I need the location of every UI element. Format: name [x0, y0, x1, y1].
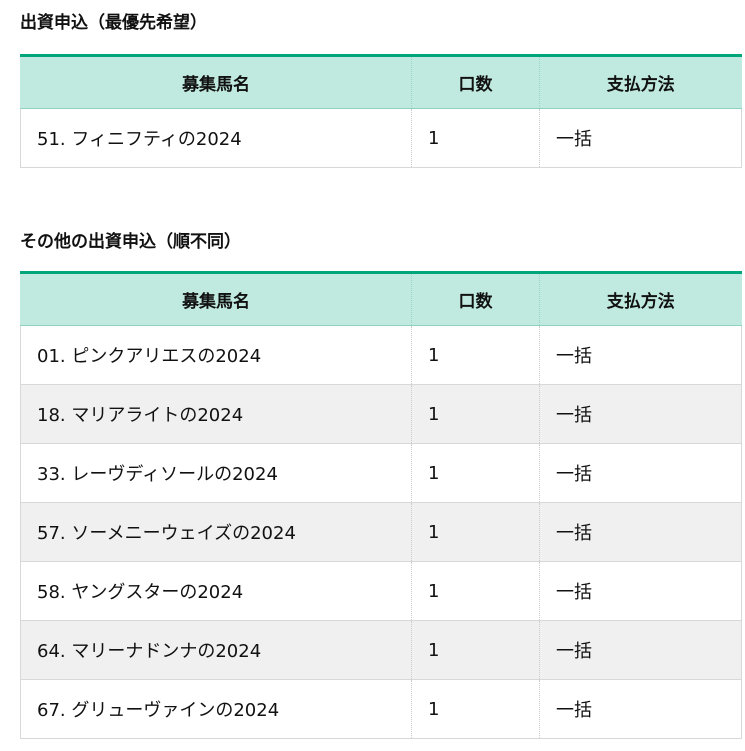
units: 1: [411, 502, 540, 562]
header-units: 口数: [411, 271, 540, 326]
header-units: 口数: [411, 54, 540, 109]
units: 1: [411, 620, 540, 680]
table-header-row: 募集馬名 口数 支払方法: [20, 271, 742, 326]
table-row: 58. ヤングスターの2024 1 一括: [20, 561, 742, 621]
units: 1: [411, 325, 540, 385]
payment-method: 一括: [539, 679, 742, 739]
horse-name: 18. マリアライトの2024: [20, 384, 412, 444]
horse-name: 64. マリーナドンナの2024: [20, 620, 412, 680]
table-row: 51. フィニフティの2024 1 一括: [20, 108, 742, 168]
table-row: 64. マリーナドンナの2024 1 一括: [20, 620, 742, 680]
payment-method: 一括: [539, 620, 742, 680]
other-application-table: 募集馬名 口数 支払方法 01. ピンクアリエスの2024 1 一括 18. マリアラ…: [20, 271, 742, 739]
table-header-row: 募集馬名 口数 支払方法: [20, 54, 742, 109]
horse-name: 33. レーヴディソールの2024: [20, 443, 412, 503]
payment-method: 一括: [539, 325, 742, 385]
header-horse-name: 募集馬名: [20, 271, 412, 326]
table-row: 67. グリューヴァインの2024 1 一括: [20, 679, 742, 739]
units: 1: [411, 384, 540, 444]
horse-name: 01. ピンクアリエスの2024: [20, 325, 412, 385]
horse-name: 67. グリューヴァインの2024: [20, 679, 412, 739]
header-payment: 支払方法: [539, 54, 742, 109]
priority-application-table: 募集馬名 口数 支払方法 51. フィニフティの2024 1 一括: [20, 54, 742, 168]
payment-method: 一括: [539, 561, 742, 621]
units: 1: [411, 443, 540, 503]
units: 1: [411, 561, 540, 621]
priority-section-title: 出資申込（最優先希望）: [20, 13, 207, 33]
payment-method: 一括: [539, 502, 742, 562]
payment-method: 一括: [539, 443, 742, 503]
header-horse-name: 募集馬名: [20, 54, 412, 109]
horse-name: 51. フィニフティの2024: [20, 108, 412, 168]
payment-method: 一括: [539, 108, 742, 168]
header-payment: 支払方法: [539, 271, 742, 326]
horse-name: 57. ソーメニーウェイズの2024: [20, 502, 412, 562]
table-row: 33. レーヴディソールの2024 1 一括: [20, 443, 742, 503]
table-row: 18. マリアライトの2024 1 一括: [20, 384, 742, 444]
other-section-title: その他の出資申込（順不同）: [20, 232, 241, 252]
table-row: 57. ソーメニーウェイズの2024 1 一括: [20, 502, 742, 562]
table-row: 01. ピンクアリエスの2024 1 一括: [20, 325, 742, 385]
units: 1: [411, 679, 540, 739]
payment-method: 一括: [539, 384, 742, 444]
units: 1: [411, 108, 540, 168]
horse-name: 58. ヤングスターの2024: [20, 561, 412, 621]
